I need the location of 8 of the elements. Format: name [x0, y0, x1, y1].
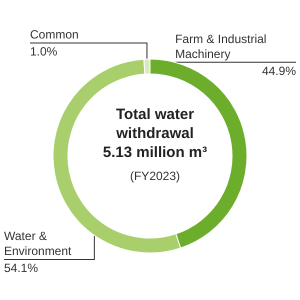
data-label: 54.1% — [4, 260, 38, 275]
data-label: 1.0% — [30, 44, 58, 59]
text: (FY2023) — [130, 169, 180, 183]
data-label: 44.9% — [262, 64, 296, 78]
slice-label: Farm & Industrial Machinery — [175, 32, 266, 61]
text: Total water withdrawal 5.13 million m³ — [102, 106, 208, 161]
slice-label: Common — [30, 28, 79, 42]
slice-label: Water & Environment — [4, 228, 72, 258]
